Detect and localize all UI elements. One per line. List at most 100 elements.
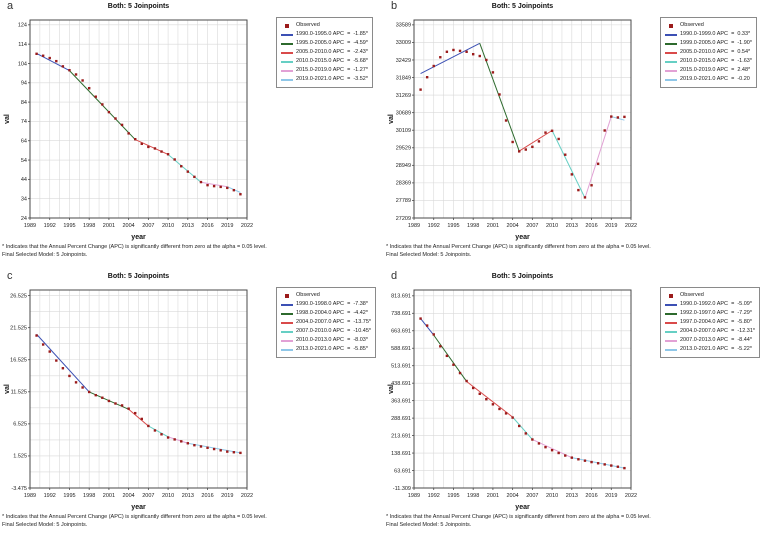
segment-line-icon <box>281 321 293 324</box>
observed-point <box>74 73 78 76</box>
legend-item-apc-segment: 2004.0-2007.0 APC = -12.31* <box>665 327 755 336</box>
observed-point <box>432 333 435 336</box>
observed-point <box>445 354 449 358</box>
observed-point <box>577 458 580 461</box>
observed-point <box>498 407 501 411</box>
legend-item-apc-segment: 2019.0-2021.0 APC = -0.20 <box>665 75 752 84</box>
observed-point <box>134 137 137 141</box>
x-tick-label: 1989 <box>24 493 36 499</box>
observed-point <box>120 123 124 127</box>
observed-point <box>445 50 449 53</box>
observed-point <box>48 56 51 60</box>
apc-segment-line <box>36 333 90 393</box>
apc-segment-line <box>135 139 169 155</box>
x-tick-label: 2022 <box>241 223 253 229</box>
observed-point <box>544 131 547 134</box>
observed-point <box>173 158 176 161</box>
observed-point <box>465 50 468 53</box>
legend-label: 1990.0-1992.0 APC = -5.09* <box>680 301 753 307</box>
joinpoint-chart-c: 1989 1992 1995 1998 2001 2004 2007 2010 2013 2016… <box>4 289 253 511</box>
observed-point <box>35 52 38 56</box>
observed-point <box>206 446 209 449</box>
x-tick-label: 2013 <box>182 223 194 229</box>
observed-point <box>616 465 620 468</box>
legend-label: 2015.0-2019.0 APC = -1.27* <box>296 67 369 73</box>
observed-point <box>219 185 222 189</box>
y-tick-label: 26.525 <box>10 293 27 299</box>
x-tick-label: 2007 <box>526 223 538 229</box>
observed-point <box>212 447 216 451</box>
segment-line-icon <box>281 348 293 351</box>
observed-point <box>134 411 137 415</box>
observed-marker-icon <box>285 23 289 28</box>
x-tick-label: 1998 <box>83 223 95 229</box>
observed-point <box>518 424 521 428</box>
observed-point <box>61 367 65 370</box>
y-tick-label: 33009 <box>396 40 411 46</box>
x-tick-label: 2016 <box>585 493 597 499</box>
y-tick-label: 31269 <box>396 93 411 99</box>
observed-point <box>147 424 150 428</box>
y-tick-label: 54 <box>21 158 27 164</box>
observed-marker-icon <box>285 293 289 298</box>
observed-point <box>186 170 190 173</box>
observed-point <box>610 115 613 118</box>
segment-line-icon <box>281 33 293 36</box>
y-tick-label: 138.691 <box>391 451 411 457</box>
x-tick-label: 1992 <box>428 493 440 499</box>
observed-point <box>74 381 78 384</box>
observed-point <box>432 64 435 68</box>
x-tick-label: 2019 <box>221 223 233 229</box>
y-tick-label: 104 <box>18 61 27 67</box>
observed-point <box>206 183 209 187</box>
legend-label: 2013.0-2021.0 APC = -5.22* <box>680 346 753 352</box>
observed-point <box>232 451 236 454</box>
x-tick-label: 2022 <box>625 493 637 499</box>
plot-border <box>29 19 248 219</box>
legend-item-apc-segment: 1990.0-1992.0 APC = -5.09* <box>665 300 755 309</box>
observed-point <box>81 386 84 389</box>
legend-item-observed: Observed <box>281 21 368 30</box>
x-tick-label: 1989 <box>408 223 420 229</box>
legend-item-apc-segment: 2007.0-2013.0 APC = -8.44* <box>665 336 755 345</box>
observed-point <box>153 147 157 150</box>
segment-line-icon <box>665 69 677 72</box>
legend-label: 1990.0-1995.0 APC = -1.85* <box>296 31 369 37</box>
x-tick-label: 1998 <box>467 223 479 229</box>
apc-segment-line <box>420 318 435 336</box>
observed-point <box>452 48 455 52</box>
observed-point <box>94 393 97 397</box>
apc-segment-line <box>36 52 70 72</box>
legend-item-apc-segment: 2010.0-2015.0 APC = -1.63* <box>665 57 752 66</box>
x-tick-label: 1992 <box>44 493 56 499</box>
observed-point <box>180 440 183 443</box>
x-tick-label: 2013 <box>566 493 578 499</box>
legend-item-apc-segment: 2010.0-2013.0 APC = -8.03* <box>281 336 371 345</box>
x-tick-label: 2010 <box>546 223 558 229</box>
legend-label: 2004.0-2007.0 APC = -12.31* <box>680 328 756 334</box>
observed-point <box>199 445 203 448</box>
y-tick-label: 27209 <box>396 216 411 222</box>
segment-line-icon <box>665 78 677 81</box>
observed-point <box>603 463 606 466</box>
x-tick-label: 2001 <box>103 223 115 229</box>
observed-point <box>452 363 455 366</box>
observed-point <box>94 95 97 98</box>
x-axis-title: year <box>131 504 146 511</box>
chart-title: Both: 5 Joinpoints <box>107 273 170 280</box>
segment-line-icon <box>281 78 293 81</box>
x-tick-label: 2004 <box>123 493 135 499</box>
legend-item-apc-segment: 1992.0-1997.0 APC = -7.29* <box>665 309 755 318</box>
y-tick-label: 74 <box>21 119 27 125</box>
chart-legend: Observed 1990.0-1999.0 APC = 0.33* 1999.0-… <box>660 17 758 88</box>
legend-item-apc-segment: 1990.0-1998.0 APC = -7.38* <box>281 300 371 309</box>
y-tick-label: 24 <box>21 216 27 222</box>
observed-point <box>557 451 560 455</box>
observed-point <box>153 429 157 432</box>
legend-item-observed: Observed <box>665 291 755 300</box>
axis-labels: 1989 1992 1995 1998 2001 2004 2007 2010 2013 2016… <box>388 23 637 241</box>
x-tick-label: 1989 <box>408 493 420 499</box>
footnote-significance: * Indicates that the Annual Percent Chan… <box>386 244 651 250</box>
observed-point <box>101 396 104 399</box>
segment-line-icon <box>281 60 293 63</box>
